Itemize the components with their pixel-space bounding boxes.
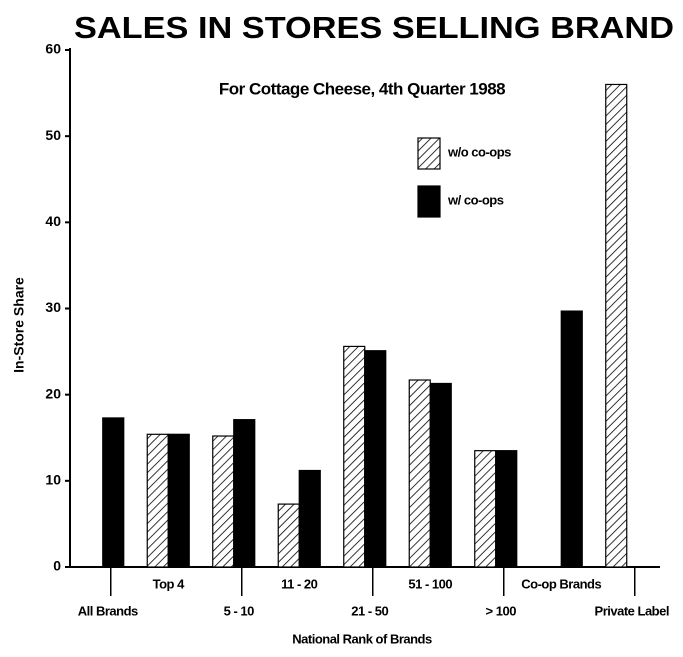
bar (277, 503, 300, 568)
y-tick-label: 40 (45, 213, 61, 229)
bar (408, 379, 431, 568)
x-tick-label: 5 - 10 (224, 603, 255, 618)
x-tick-label: All Brands (78, 603, 138, 618)
y-tick-label: 0 (53, 558, 61, 574)
bar (474, 450, 497, 568)
bar (167, 433, 190, 568)
legend-label: w/o co-ops (447, 144, 511, 159)
chart-subtitle: For Cottage Cheese, 4th Quarter 1988 (219, 79, 505, 98)
bar (233, 419, 256, 568)
bar (298, 469, 321, 568)
bar (560, 310, 583, 568)
bar (146, 433, 169, 568)
x-tick-label: 11 - 20 (281, 576, 318, 591)
bar (343, 345, 366, 568)
chart-title: SALES IN STORES SELLING BRAND (74, 10, 674, 45)
legend-swatch (417, 185, 441, 218)
x-tick-label: Co-op Brands (521, 576, 601, 591)
y-tick-label: 30 (45, 299, 61, 315)
y-tick-label: 20 (45, 385, 61, 401)
x-tick-label: Private Label (595, 603, 669, 618)
bar (212, 435, 235, 568)
y-axis-label: In-Store Share (11, 277, 27, 373)
x-tick-label: 51 - 100 (408, 576, 452, 591)
bar (102, 417, 125, 568)
bar (364, 350, 387, 568)
y-tick-label: 50 (45, 127, 61, 143)
x-tick-label: Top 4 (153, 576, 185, 591)
legend-swatch (417, 137, 441, 170)
bar (495, 450, 518, 568)
x-tick-label: 21 - 50 (351, 603, 388, 618)
y-tick-label: 60 (45, 41, 61, 57)
bar (605, 83, 628, 568)
y-tick-label: 10 (45, 472, 61, 488)
bar (429, 382, 452, 568)
legend-label: w/ co-ops (447, 192, 504, 207)
x-axis-label: National Rank of Brands (292, 631, 432, 646)
x-tick-label: > 100 (486, 603, 517, 618)
